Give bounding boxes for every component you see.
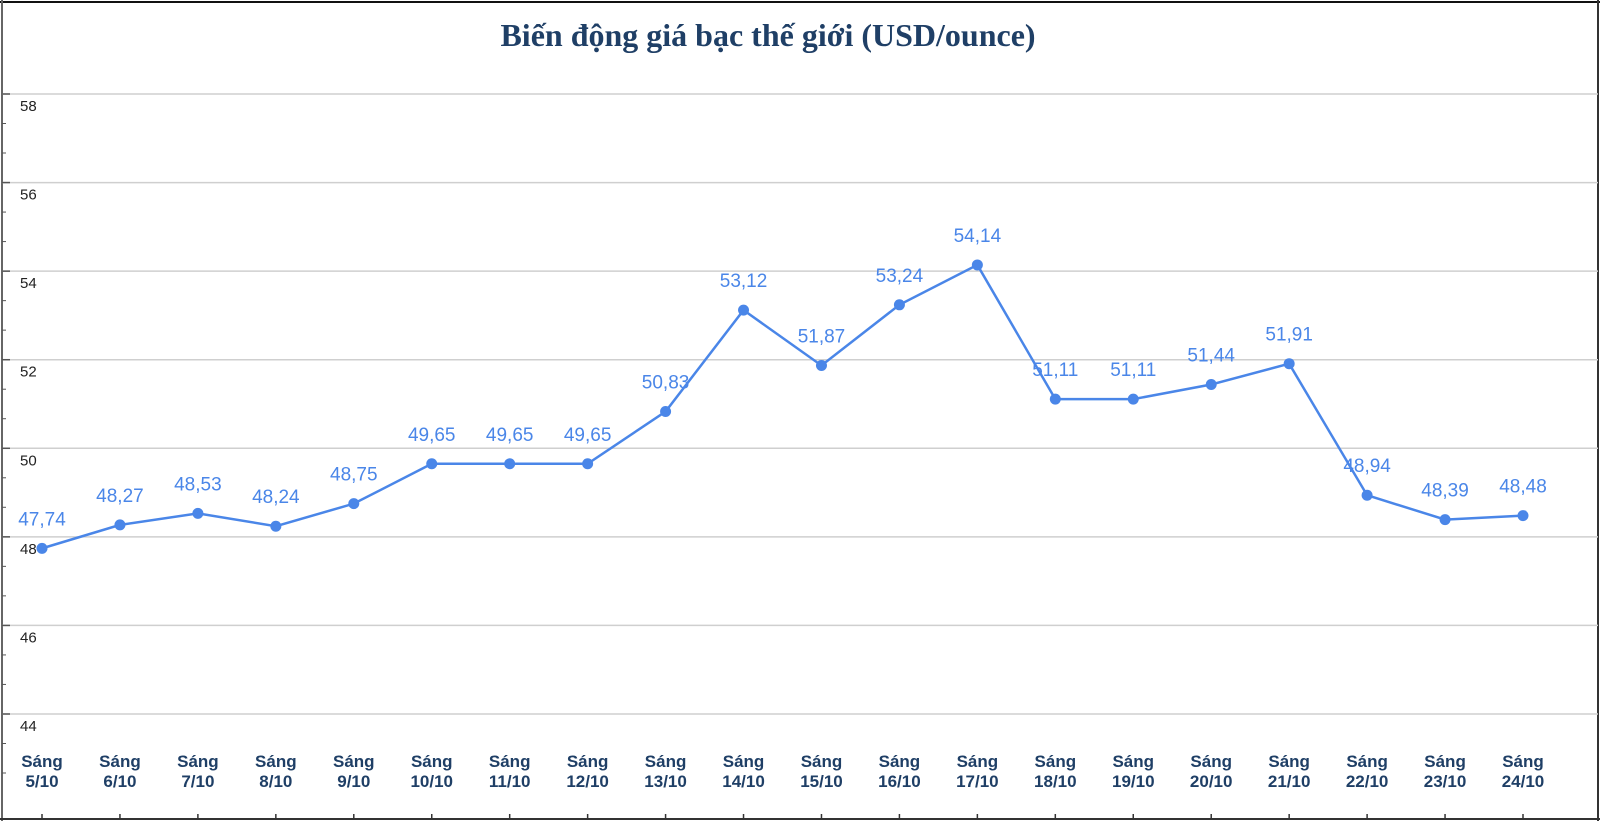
data-point	[1049, 393, 1061, 405]
x-tick-label: Sáng 21/10	[1268, 752, 1311, 791]
x-tick-label: Sáng 16/10	[878, 752, 921, 791]
data-point	[815, 359, 827, 371]
data-point	[270, 520, 282, 532]
data-point	[1517, 510, 1529, 522]
data-label: 53,12	[720, 271, 768, 292]
data-point	[192, 507, 204, 519]
x-tick-label: Sáng 8/10	[255, 752, 297, 791]
data-point	[1439, 514, 1451, 526]
data-point	[504, 458, 516, 470]
data-label: 51,11	[1110, 360, 1156, 381]
x-tick-label: Sáng 7/10	[177, 752, 219, 791]
x-tick-label: Sáng 5/10	[21, 752, 63, 791]
y-tick-label: 50	[20, 452, 37, 469]
x-tick-label: Sáng 20/10	[1190, 752, 1233, 791]
data-label: 53,24	[876, 266, 924, 287]
data-label: 48,94	[1343, 456, 1391, 477]
data-point	[1127, 393, 1139, 405]
data-point	[1283, 358, 1295, 370]
data-label: 49,65	[408, 425, 456, 446]
x-tick-label: Sáng 10/10	[410, 752, 453, 791]
data-label: 51,87	[798, 326, 846, 347]
y-tick-label: 44	[20, 718, 37, 735]
y-tick-label: 46	[20, 629, 37, 646]
x-tick-label: Sáng 19/10	[1112, 752, 1155, 791]
y-tick-label: 48	[20, 541, 37, 558]
data-label: 48,39	[1421, 481, 1469, 502]
x-tick-label: Sáng 6/10	[99, 752, 141, 791]
data-point	[971, 259, 983, 271]
y-tick-label: 54	[20, 275, 37, 292]
data-point	[1205, 379, 1217, 391]
data-label: 50,83	[642, 373, 690, 394]
data-point	[1361, 489, 1373, 501]
data-label: 48,75	[330, 465, 378, 486]
x-tick-label: Sáng 11/10	[489, 752, 531, 791]
x-tick-label: Sáng 22/10	[1346, 752, 1389, 791]
data-label: 48,24	[252, 487, 300, 508]
y-tick-label: 52	[20, 364, 37, 381]
x-tick-label: Sáng 24/10	[1502, 752, 1545, 791]
data-label: 51,91	[1265, 325, 1313, 346]
x-tick-label: Sáng 9/10	[333, 752, 375, 791]
data-label: 49,65	[564, 425, 612, 446]
data-point	[36, 542, 48, 554]
data-point	[582, 458, 594, 470]
data-point	[426, 458, 438, 470]
x-tick-label: Sáng 18/10	[1034, 752, 1077, 791]
chart-title: Biến động giá bạc thế giới (USD/ounce)	[500, 17, 1035, 53]
data-point	[660, 406, 672, 418]
y-tick-label: 56	[20, 187, 37, 204]
x-tick-label: Sáng 13/10	[644, 752, 687, 791]
y-tick-label: 58	[20, 98, 37, 115]
data-label: 51,11	[1032, 360, 1078, 381]
data-label: 48,53	[174, 474, 222, 495]
data-label: 48,27	[96, 486, 144, 507]
data-point	[893, 299, 905, 311]
series-line	[41, 263, 1524, 550]
data-label: 51,44	[1187, 346, 1235, 367]
data-point	[114, 519, 126, 531]
x-tick-label: Sáng 23/10	[1424, 752, 1467, 791]
data-label: 54,14	[954, 226, 1002, 247]
x-tick-label: Sáng 12/10	[566, 752, 609, 791]
x-tick-label: Sáng 14/10	[722, 752, 765, 791]
x-tick-label: Sáng 17/10	[956, 752, 999, 791]
data-point	[738, 304, 750, 316]
data-label: 49,65	[486, 425, 534, 446]
data-label: 47,74	[18, 509, 66, 530]
x-tick-label: Sáng 15/10	[800, 752, 843, 791]
data-label: 48,48	[1499, 477, 1547, 498]
data-point	[348, 498, 360, 510]
